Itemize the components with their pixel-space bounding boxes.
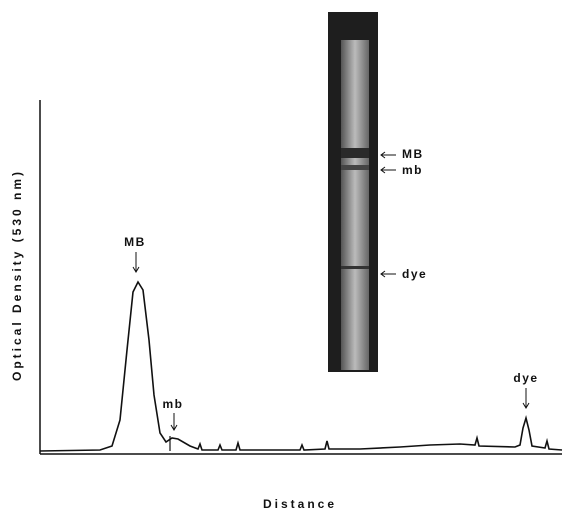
gel-band [341, 148, 369, 158]
x-axis-label: Distance [263, 497, 337, 511]
arrow [380, 151, 396, 159]
arrow [132, 252, 140, 273]
gel-lane [341, 40, 369, 370]
peak-label: dye [513, 371, 538, 385]
arrow [380, 270, 396, 278]
arrow [522, 388, 530, 409]
arrow [170, 413, 178, 431]
peak-label: MB [124, 235, 146, 249]
gel-band [341, 165, 369, 170]
y-axis-label: Optical Density (530 nm) [10, 169, 24, 381]
gel-band [341, 266, 369, 269]
gel-label: dye [402, 267, 427, 281]
gel-label: MB [402, 147, 424, 161]
arrow [380, 166, 396, 174]
density-trace [39, 280, 563, 452]
gel-label: mb [402, 163, 423, 177]
peak-label: mb [163, 397, 184, 411]
